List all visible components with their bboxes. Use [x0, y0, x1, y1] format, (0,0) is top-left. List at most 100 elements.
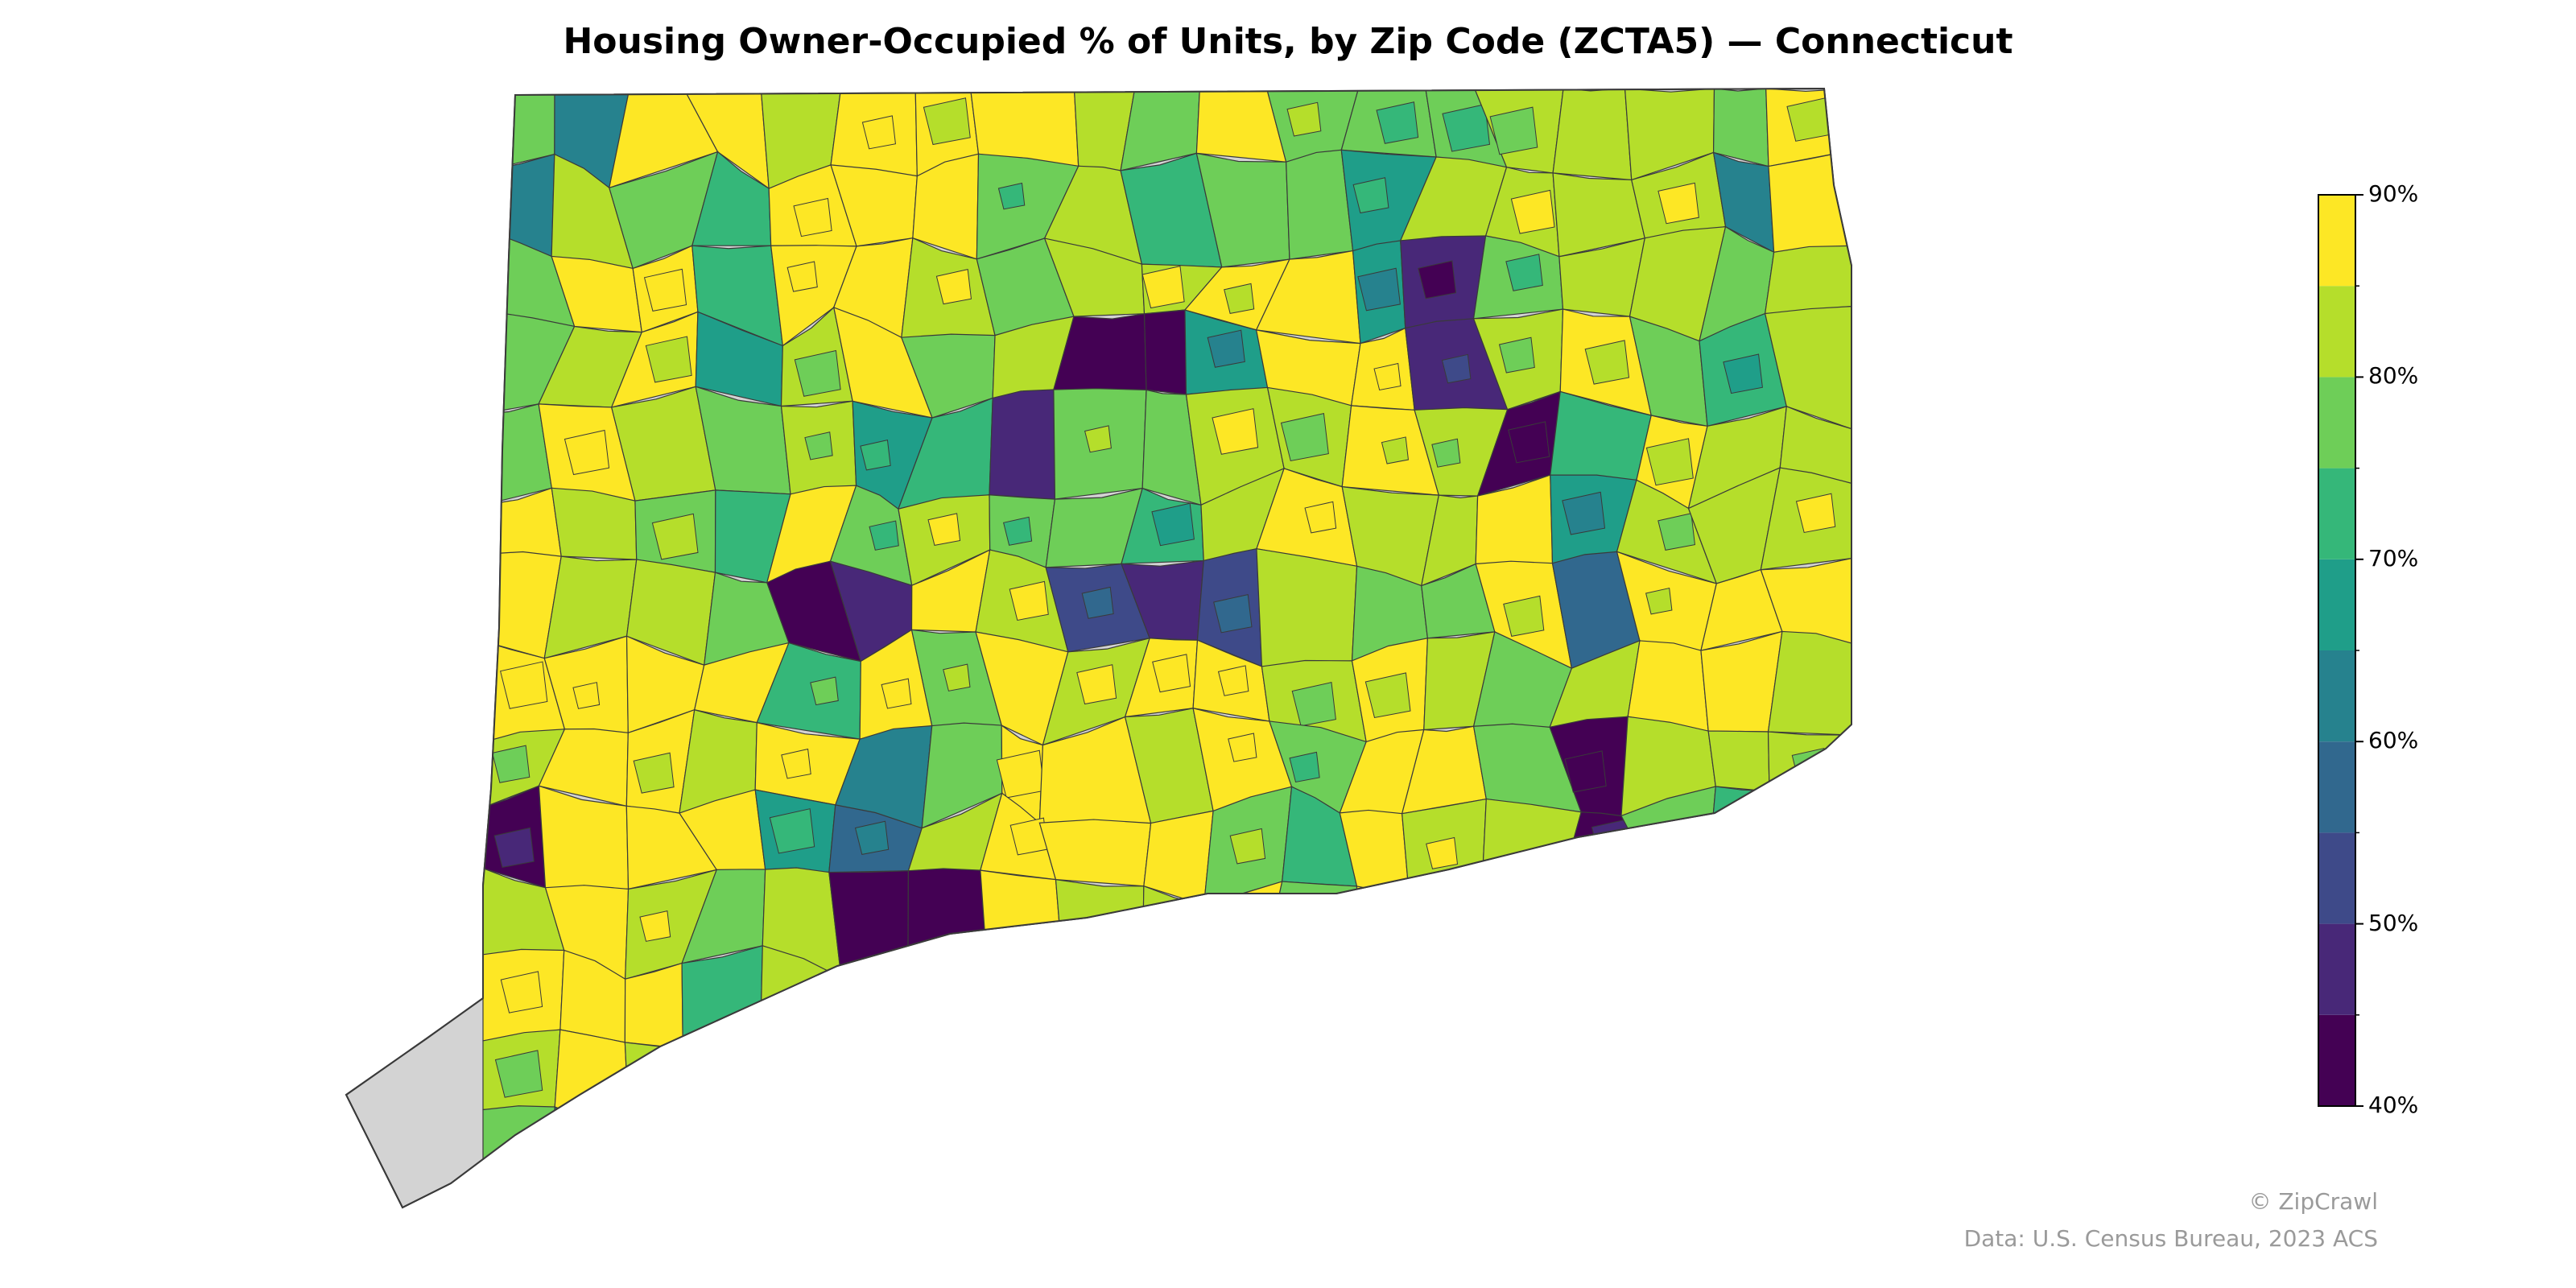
zcta-region — [1564, 750, 1607, 793]
zcta-region — [1038, 819, 1152, 887]
zcta-region — [1764, 245, 1852, 315]
zcta-region — [1009, 580, 1049, 621]
zcta-region — [1579, 1025, 1617, 1149]
zcta-region — [1615, 1118, 1707, 1208]
zcta-region — [554, 1029, 630, 1137]
zcta-region — [1562, 491, 1606, 535]
zcta-region — [904, 946, 1006, 1037]
zcta-region — [1779, 406, 1852, 485]
zcta-region — [1707, 786, 1770, 901]
zcta-region — [1552, 89, 1633, 181]
zcta-region — [1084, 425, 1112, 453]
zcta-region — [1229, 828, 1266, 865]
zcta-region — [643, 268, 687, 312]
colorbar-bin — [2318, 468, 2355, 559]
zcta-region — [1217, 665, 1249, 696]
colorbar-bin — [2318, 741, 2355, 833]
zcta-region — [1255, 985, 1363, 1059]
zcta-region — [1186, 1030, 1263, 1137]
zcta-region — [1207, 329, 1245, 368]
zcta-region — [1431, 438, 1461, 468]
zcta-region — [786, 261, 818, 292]
zcta-region — [1338, 1121, 1414, 1208]
zcta-region — [633, 752, 675, 794]
zcta-region — [1141, 1115, 1220, 1208]
zcta-region — [1067, 1053, 1143, 1150]
zcta-region — [979, 1035, 1071, 1132]
zcta-region — [700, 1073, 747, 1120]
zcta-region — [1338, 1026, 1414, 1141]
zcta-region — [848, 1035, 906, 1137]
zcta-region — [792, 979, 832, 1020]
zcta-region — [927, 1139, 968, 1179]
zcta-region — [927, 513, 961, 546]
zcta-region — [1356, 886, 1410, 988]
zcta-region — [1647, 983, 1695, 1032]
credit-text: © ZipCrawl — [2248, 1188, 2378, 1215]
zcta-region — [493, 827, 535, 868]
zcta-region — [1657, 513, 1695, 551]
zcta-region — [1203, 881, 1283, 989]
zcta-region — [935, 269, 972, 305]
zcta-region — [1400, 1118, 1504, 1208]
colorbar — [2318, 194, 2363, 1107]
zcta-region — [895, 1110, 1001, 1208]
zcta-region — [1480, 1118, 1583, 1208]
colorbar-tick-label: 80% — [2368, 362, 2419, 390]
zcta-region — [869, 520, 899, 551]
zcta-region — [1810, 1158, 1840, 1188]
zcta-region — [1224, 283, 1255, 314]
zcta-region — [629, 1136, 708, 1208]
zcta-region — [482, 487, 562, 557]
zcta-region — [1257, 881, 1360, 989]
zcta-region — [1795, 493, 1836, 534]
zcta-region — [1352, 177, 1389, 214]
zcta-region — [482, 153, 555, 258]
zcta-region — [1009, 1151, 1041, 1184]
zcta-region — [1068, 1130, 1146, 1208]
zcta-region — [1505, 254, 1543, 291]
zcta-region — [1357, 267, 1401, 312]
zcta-region — [1707, 730, 1770, 792]
zcta-region — [642, 1071, 689, 1118]
zcta-region — [1763, 970, 1852, 1047]
zcta-region — [551, 487, 638, 560]
zcta-region — [980, 869, 1062, 966]
zcta-region — [1418, 260, 1457, 299]
colorbar-bin — [2318, 377, 2355, 469]
zcta-region — [1304, 501, 1337, 534]
source-text: Data: U.S. Census Bureau, 2023 ACS — [1963, 1225, 2378, 1252]
zcta-region — [1143, 309, 1187, 395]
zcta-region — [1256, 548, 1358, 667]
zcta-region — [1154, 1154, 1202, 1202]
zcta-region — [1712, 89, 1769, 167]
zcta-region — [1768, 791, 1852, 901]
zcta-region — [1399, 958, 1488, 1039]
zcta-region — [1229, 1140, 1273, 1183]
zcta-region — [937, 972, 976, 1011]
zcta-region — [572, 682, 601, 709]
zcta-region — [1480, 798, 1582, 894]
zcta-region — [1793, 826, 1828, 861]
zcta-region — [1158, 1075, 1187, 1104]
zcta-region — [1764, 305, 1852, 430]
colorbar-tick-label: 90% — [2368, 180, 2419, 207]
zcta-region — [1280, 413, 1329, 462]
zcta-region — [760, 1025, 863, 1146]
zcta-region — [1478, 1026, 1584, 1149]
zcta-region — [1151, 502, 1195, 547]
zcta-region — [1373, 362, 1402, 391]
zcta-region — [1627, 640, 1709, 732]
zcta-region — [1228, 733, 1257, 762]
zcta-region — [494, 1050, 543, 1098]
zcta-region — [923, 97, 971, 146]
colorbar-bin — [2318, 923, 2355, 1015]
zcta-region — [1645, 438, 1694, 486]
zcta-region — [844, 1110, 908, 1208]
zcta-region — [1709, 952, 1792, 1054]
zcta-region — [1141, 266, 1185, 309]
zcta-region — [1767, 630, 1852, 736]
zcta-region — [881, 678, 912, 709]
zcta-region — [1583, 1056, 1616, 1089]
